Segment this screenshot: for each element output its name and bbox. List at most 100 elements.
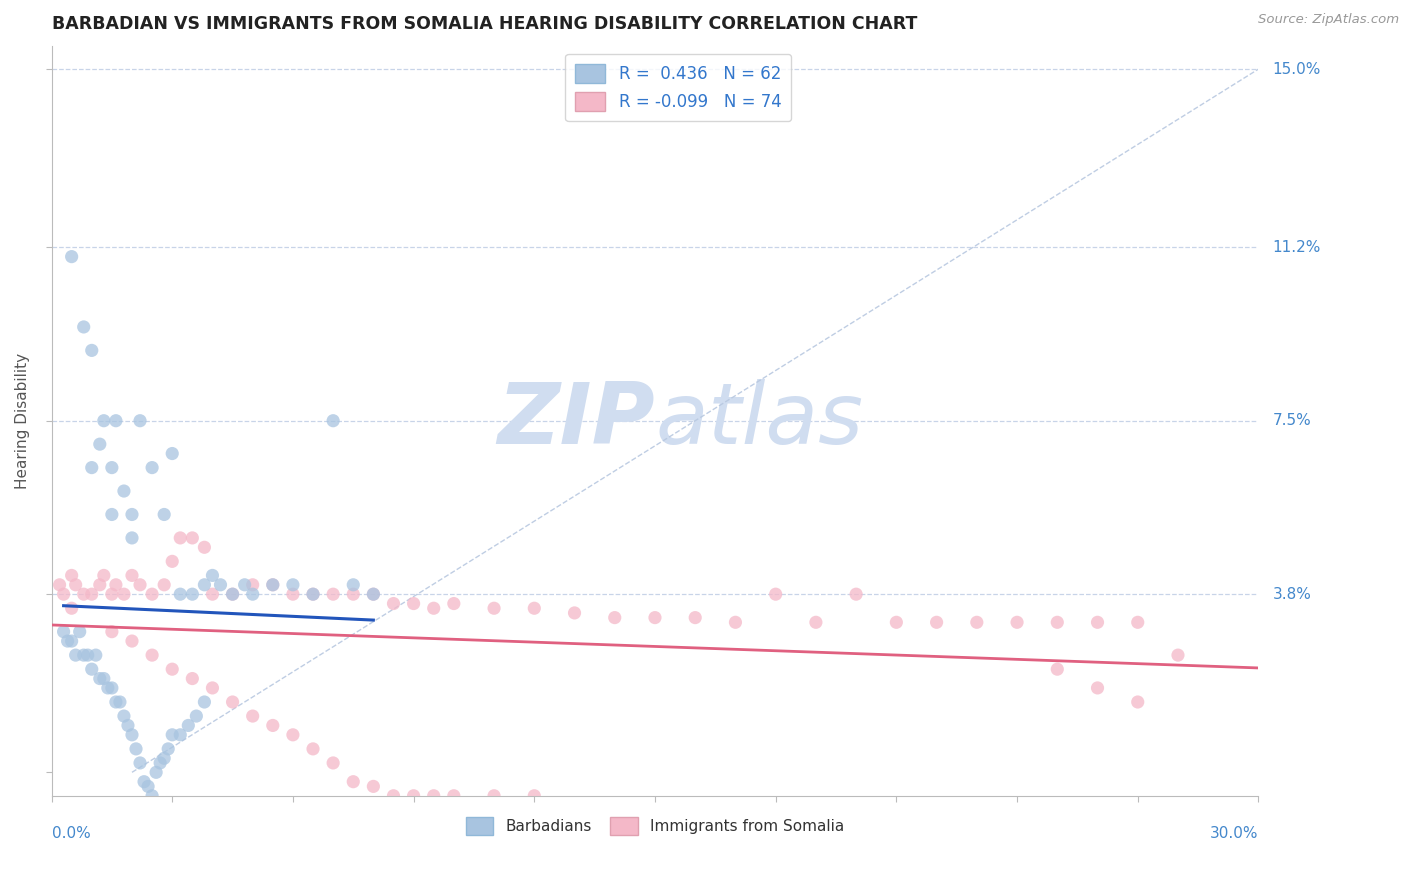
Point (242, 578, 264, 592)
Point (1087, 681, 1109, 695)
Point (1126, 695, 1149, 709)
Point (302, 587, 325, 601)
Point (322, 756, 344, 770)
Point (160, 728, 183, 742)
Point (65, 578, 87, 592)
Point (1046, 615, 1069, 630)
Point (141, 648, 163, 662)
Point (281, 578, 304, 592)
Point (104, 578, 127, 592)
Point (724, 615, 747, 630)
Point (129, 414, 152, 428)
Point (845, 587, 868, 601)
Point (242, 709, 264, 723)
Point (1046, 662, 1069, 676)
Point (221, 587, 243, 601)
Text: ZIP: ZIP (498, 379, 655, 462)
Point (112, 709, 135, 723)
Point (112, 587, 135, 601)
Point (644, 610, 666, 624)
Point (80, 343, 103, 358)
Point (242, 587, 264, 601)
Point (1087, 615, 1109, 630)
Point (104, 414, 127, 428)
Point (201, 568, 224, 582)
Point (121, 508, 143, 522)
Point (262, 578, 284, 592)
Point (56, 634, 79, 648)
Point (322, 414, 344, 428)
Point (136, 780, 159, 794)
Point (93, 672, 115, 686)
Point (112, 483, 135, 498)
Point (89, 437, 111, 451)
Point (101, 587, 124, 601)
Point (193, 541, 215, 555)
Point (181, 672, 204, 686)
Point (221, 587, 243, 601)
Point (101, 681, 124, 695)
Point (804, 615, 827, 630)
Point (129, 756, 152, 770)
Point (422, 601, 444, 615)
Point (443, 789, 465, 803)
Point (157, 742, 180, 756)
Point (101, 624, 124, 639)
Point (603, 610, 626, 624)
Point (342, 774, 364, 789)
Text: 3.8%: 3.8% (1272, 587, 1312, 602)
Point (160, 446, 183, 460)
Point (443, 597, 465, 611)
Point (117, 718, 139, 732)
Point (683, 610, 706, 624)
Point (1167, 648, 1189, 662)
Point (886, 615, 908, 630)
Point (233, 578, 256, 592)
Point (564, 606, 586, 620)
Legend: Barbadians, Immigrants from Somalia: Barbadians, Immigrants from Somalia (460, 811, 851, 840)
Point (302, 587, 325, 601)
Text: atlas: atlas (655, 379, 863, 462)
Point (60, 568, 83, 582)
Point (193, 578, 215, 592)
Point (169, 587, 191, 601)
Point (80, 587, 103, 601)
Point (181, 587, 204, 601)
Point (201, 587, 224, 601)
Point (177, 718, 200, 732)
Point (342, 587, 364, 601)
Point (108, 695, 131, 709)
Point (80, 662, 103, 676)
Point (281, 728, 304, 742)
Point (925, 615, 948, 630)
Point (93, 568, 115, 582)
Point (52, 624, 75, 639)
Text: 15.0%: 15.0% (1272, 62, 1320, 77)
Text: 30.0%: 30.0% (1211, 826, 1258, 841)
Point (302, 742, 325, 756)
Point (84, 648, 107, 662)
Point (160, 662, 183, 676)
Point (60, 601, 83, 615)
Point (422, 789, 444, 803)
Point (145, 765, 167, 780)
Point (76, 648, 98, 662)
Point (181, 531, 204, 545)
Point (121, 728, 143, 742)
Point (382, 789, 405, 803)
Point (523, 601, 546, 615)
Point (482, 789, 505, 803)
Point (73, 320, 96, 334)
Point (69, 624, 91, 639)
Point (402, 789, 425, 803)
Point (141, 587, 163, 601)
Point (402, 597, 425, 611)
Text: BARBADIAN VS IMMIGRANTS FROM SOMALIA HEARING DISABILITY CORRELATION CHART: BARBADIAN VS IMMIGRANTS FROM SOMALIA HEA… (52, 15, 917, 33)
Point (281, 587, 304, 601)
Text: 7.5%: 7.5% (1272, 413, 1310, 428)
Point (52, 587, 75, 601)
Point (97, 681, 120, 695)
Point (363, 587, 385, 601)
Point (80, 460, 103, 475)
Point (966, 615, 988, 630)
